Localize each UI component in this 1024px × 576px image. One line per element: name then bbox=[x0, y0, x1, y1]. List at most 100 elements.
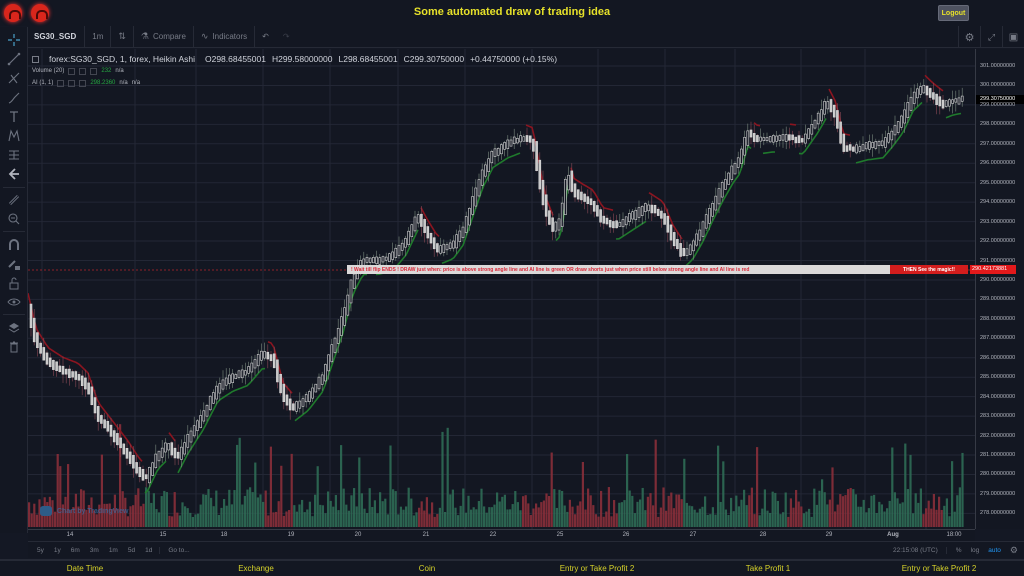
price-tick-label: 295.00000000 bbox=[980, 179, 1016, 186]
time-tick-label: 14 bbox=[66, 532, 74, 538]
pattern-icon[interactable] bbox=[6, 128, 22, 144]
goto-button[interactable]: Go to... bbox=[159, 546, 190, 554]
chart-pane[interactable]: forex:SG30_SGD, 1, forex, Heikin Ashi O2… bbox=[28, 49, 975, 529]
cloud-icon bbox=[40, 506, 52, 516]
redo-button[interactable]: ↷ bbox=[276, 26, 297, 48]
gear-icon[interactable]: ⚙ bbox=[1009, 545, 1018, 555]
marker-price-label: 290.42173881 bbox=[970, 265, 1016, 274]
fullscreen-button[interactable]: ⤢ bbox=[980, 26, 1002, 48]
study-settings-icon[interactable] bbox=[79, 68, 87, 75]
logout-button[interactable]: Logout bbox=[938, 5, 969, 21]
study-visibility-icon[interactable] bbox=[57, 80, 65, 87]
toolbar-divider bbox=[3, 231, 25, 232]
time-axis[interactable]: 14 15 18 19 20 21 22 25 26 27 28 29 Aug 18:00 bbox=[28, 529, 975, 541]
time-tick-label: 29 bbox=[825, 532, 833, 538]
price-tick-label: 290.00000000 bbox=[980, 276, 1016, 283]
footer-date-time: Date Time bbox=[66, 564, 104, 573]
drawing-toolbar bbox=[0, 27, 28, 533]
unlock-icon[interactable] bbox=[6, 275, 22, 291]
study-visibility-icon[interactable] bbox=[68, 68, 76, 75]
ai-value: 298.2360 bbox=[90, 80, 116, 86]
indicators-label: Indicators bbox=[212, 32, 248, 41]
price-tick-label: 280.00000000 bbox=[980, 471, 1016, 478]
time-tick-label: 27 bbox=[689, 532, 697, 538]
symbol-search[interactable]: SG30_SGD bbox=[28, 25, 86, 48]
chart-type-button[interactable]: ⇅ bbox=[111, 25, 134, 48]
price-axis[interactable]: 299.30750000 290.42173881 301.00000000 30… bbox=[970, 49, 1024, 529]
legend-change: +0.44750000 (+0.15%) bbox=[470, 54, 558, 64]
volume-study-label[interactable]: Volume (20) bbox=[32, 68, 65, 74]
time-tick-label: 28 bbox=[759, 532, 767, 538]
range-3m[interactable]: 3m bbox=[89, 546, 99, 554]
logo-icon[interactable] bbox=[31, 4, 49, 22]
indicators-button[interactable]: ∿ Indicators bbox=[194, 25, 256, 48]
price-tick-label: 293.00000000 bbox=[980, 218, 1016, 225]
legend-close: C299.30750000 bbox=[403, 54, 465, 64]
log-toggle[interactable]: log bbox=[970, 547, 980, 554]
undo-button[interactable]: ↶ bbox=[255, 26, 276, 48]
candles-icon: ⇅ bbox=[118, 31, 126, 41]
auto-toggle[interactable]: auto bbox=[988, 547, 1001, 554]
legend-high: H299.58000000 bbox=[271, 54, 333, 64]
crosshair-icon[interactable] bbox=[6, 32, 22, 48]
banner-cta: THEN See the magic!! bbox=[890, 265, 968, 274]
time-tick-label: Aug bbox=[887, 532, 899, 538]
price-tick-label: 278.00000000 bbox=[980, 510, 1016, 517]
ai-na-1: n/a bbox=[119, 80, 128, 86]
lock-drawing-icon[interactable] bbox=[6, 256, 22, 272]
measure-icon[interactable] bbox=[6, 147, 22, 163]
compare-icon: ⚗ bbox=[140, 31, 149, 41]
study-close-icon[interactable] bbox=[90, 68, 98, 75]
snapshot-button[interactable]: ▣ bbox=[1002, 26, 1024, 48]
legend-collapse-icon[interactable] bbox=[32, 56, 39, 63]
magnet-icon[interactable] bbox=[6, 237, 22, 253]
study-settings-icon[interactable] bbox=[68, 80, 76, 87]
redo-icon: ↷ bbox=[282, 32, 290, 41]
legend-open: O298.68455001 bbox=[204, 54, 266, 64]
text-icon[interactable] bbox=[6, 109, 22, 125]
camera-icon: ▣ bbox=[1008, 31, 1019, 43]
time-tick-label: 20 bbox=[354, 532, 362, 538]
trendline-icon[interactable] bbox=[6, 51, 22, 67]
footer-exchange: Exchange bbox=[238, 564, 274, 573]
price-tick-label: 289.00000000 bbox=[980, 296, 1016, 303]
brush-icon[interactable] bbox=[6, 90, 22, 106]
time-tick-label: 22 bbox=[489, 532, 497, 538]
study-close-icon[interactable] bbox=[79, 80, 87, 87]
legend-title[interactable]: forex:SG30_SGD, 1, forex, Heikin Ashi bbox=[49, 54, 195, 64]
time-tick-label: 21 bbox=[422, 532, 430, 538]
price-chart[interactable] bbox=[28, 49, 975, 529]
tradingview-watermark[interactable]: Chart by TradingView bbox=[40, 506, 128, 516]
compare-label: Compare bbox=[153, 32, 186, 41]
price-tick-label: 279.00000000 bbox=[980, 490, 1016, 497]
zoom-in-icon[interactable] bbox=[6, 211, 22, 227]
price-tick-label: 300.00000000 bbox=[980, 82, 1016, 89]
range-1y[interactable]: 1y bbox=[53, 546, 61, 554]
interval-selector[interactable]: 1m bbox=[85, 25, 112, 48]
pitchfork-icon[interactable] bbox=[6, 70, 22, 86]
price-tick-label: 294.00000000 bbox=[980, 199, 1016, 206]
ruler-icon[interactable] bbox=[6, 192, 22, 208]
logo-icon[interactable] bbox=[4, 4, 22, 22]
footer-take-profit-1: Take Profit 1 bbox=[745, 564, 791, 573]
eye-icon[interactable] bbox=[6, 294, 22, 310]
range-1m[interactable]: 1m bbox=[108, 546, 118, 554]
range-5d[interactable]: 5d bbox=[127, 546, 136, 554]
settings-button[interactable]: ⚙ bbox=[958, 26, 980, 48]
price-tick-label: 298.00000000 bbox=[980, 121, 1016, 128]
ai-study-label[interactable]: AI (1, 1) bbox=[32, 80, 54, 86]
trash-icon[interactable] bbox=[6, 339, 22, 355]
legend-low: L298.68455001 bbox=[338, 54, 398, 64]
percent-toggle[interactable]: % bbox=[955, 547, 962, 554]
range-1d[interactable]: 1d bbox=[145, 546, 153, 554]
back-arrow-icon[interactable] bbox=[6, 166, 22, 182]
compare-button[interactable]: ⚗ Compare bbox=[134, 25, 194, 48]
price-tick-label: 296.00000000 bbox=[980, 160, 1016, 167]
footer-entry-tp2: Entry or Take Profit 2 bbox=[559, 564, 635, 573]
range-5y[interactable]: 5y bbox=[37, 546, 44, 554]
layers-icon[interactable] bbox=[6, 320, 22, 336]
time-tick-label: 15 bbox=[159, 532, 167, 538]
price-tick-label: 286.00000000 bbox=[980, 354, 1016, 361]
range-6m[interactable]: 6m bbox=[70, 546, 80, 554]
